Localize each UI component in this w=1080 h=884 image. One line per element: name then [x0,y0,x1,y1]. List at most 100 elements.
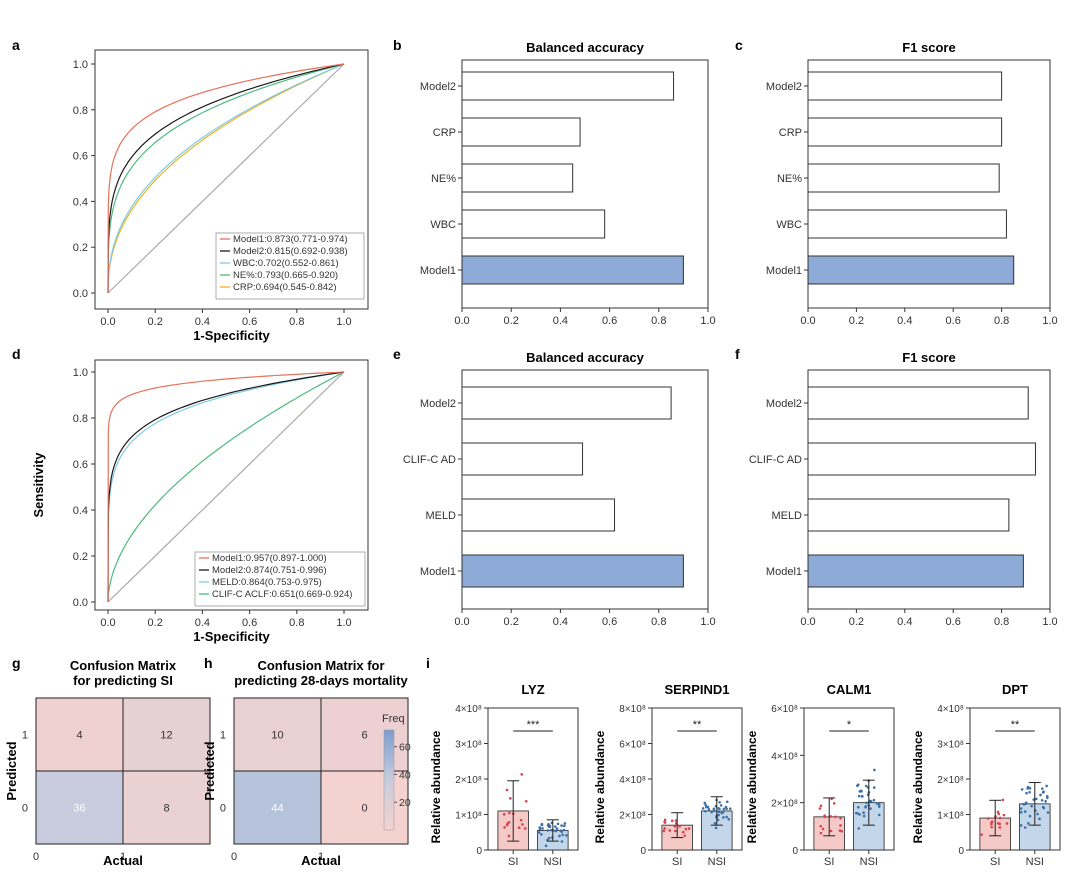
significance-marker: ** [1011,719,1020,731]
x-axis-label: Actual [103,853,143,868]
y-tick-label: 3×10⁸ [455,740,482,751]
data-point [687,827,691,830]
y-axis-label: Relative abundance [429,730,443,843]
data-point [877,803,881,806]
data-point [819,824,823,828]
category-label: Model2 [420,81,456,93]
matrix-cell [122,697,211,772]
data-point [670,819,674,823]
data-point [996,822,1000,825]
data-point [704,803,707,807]
bar-Model2 [807,386,1029,420]
cell-value: 44 [271,803,283,815]
data-point [706,805,710,809]
data-point [1020,788,1024,791]
x-tick-label: NSI [544,856,562,868]
data-point [860,790,863,793]
data-point [1002,813,1006,817]
legend-entry: Model2:0.815(0.692-0.938) [233,246,348,257]
x-tick-label: 0.8 [289,316,304,328]
data-point [1046,811,1050,814]
significance-marker: * [847,719,852,731]
matrix-cell [233,697,322,772]
data-point [546,829,550,832]
data-point [559,829,562,832]
x-tick-label: NSI [708,856,726,868]
category-label: CLIF-C AD [403,454,456,466]
y-axis-label: Sensitivity [31,452,46,518]
x-tick-label: 0 [33,851,39,863]
bar-Model2 [461,71,675,101]
x-tick-label: SI [672,856,682,868]
roc-curve-1 [107,63,345,294]
roc-curve-0 [107,63,345,294]
data-point [562,824,566,828]
panel-label-h: h [204,655,213,671]
category-label: CRP [779,127,802,139]
data-point [681,830,685,834]
matrix-cell [35,697,124,772]
data-point [725,807,728,811]
x-tick-label: SI [990,856,1000,868]
data-point [537,831,541,834]
data-point [1042,790,1045,794]
data-point [717,813,720,817]
roc-curve-3 [107,63,345,294]
bar-CLIF-C AD [461,442,584,476]
data-point [856,784,859,788]
panel-title: for predicting SI [73,673,173,688]
bar-NE% [461,163,574,193]
data-point [555,827,559,831]
y-tick-label: 0.0 [73,288,88,300]
data-point [523,827,527,830]
data-point [663,818,667,822]
legend-entry: NE%:0.793(0.665-0.920) [233,270,338,281]
bar-Model2 [807,71,1003,101]
x-tick-label: 0.4 [195,316,210,328]
data-point [823,814,826,817]
bar-panel-e: Balanced accuracy 0.0 0.2 0.4 0.6 0.8 1.0 Model… [403,350,716,628]
category-label: Model2 [766,398,802,410]
x-tick-label: 0.8 [651,616,666,628]
bar-Model1 [807,255,1015,285]
legend-entry: Model1:0.957(0.897-1.000) [212,553,327,564]
y-tick-label: 6×10⁸ [771,704,798,715]
legend-entry: CRP:0.694(0.545-0.842) [233,282,337,293]
roc-curve-3 [107,371,345,603]
legend-entry: CLIF-C ACLF:0.651(0.669-0.924) [212,589,352,600]
data-point [1040,787,1044,790]
data-point [710,810,713,814]
panel-title: Balanced accuracy [526,350,645,365]
data-point [701,807,705,810]
data-point [1035,797,1038,801]
y-tick-label: 0 [640,846,646,857]
y-tick-label: 4×10⁸ [619,775,646,786]
legend-title: Freq [382,713,405,725]
data-point [524,799,528,803]
plot-frame [803,707,895,851]
data-point [503,826,506,829]
panel-label-d: d [12,346,21,362]
data-point [1025,791,1028,795]
data-point [540,833,543,836]
legend-entry: MELD:0.864(0.753-0.975) [212,577,322,588]
x-tick-label: 0.2 [849,616,864,628]
data-point [1044,800,1047,803]
bar-Model1 [461,554,684,588]
cell-value: 0 [361,803,367,815]
x-tick-label: 0.2 [849,315,864,327]
data-point [704,809,707,813]
data-point [714,826,718,830]
bar-CRP [461,117,581,147]
category-label: Model2 [766,81,802,93]
category-label: MELD [771,510,802,522]
roc-curve-4 [107,63,345,294]
cell-value: 6 [361,730,367,742]
category-label: Model1 [420,265,456,277]
x-tick-label: 0.6 [946,315,961,327]
data-point [683,834,686,837]
x-tick-label: 0.0 [454,315,469,327]
data-point [563,822,567,825]
data-point [997,812,1001,816]
